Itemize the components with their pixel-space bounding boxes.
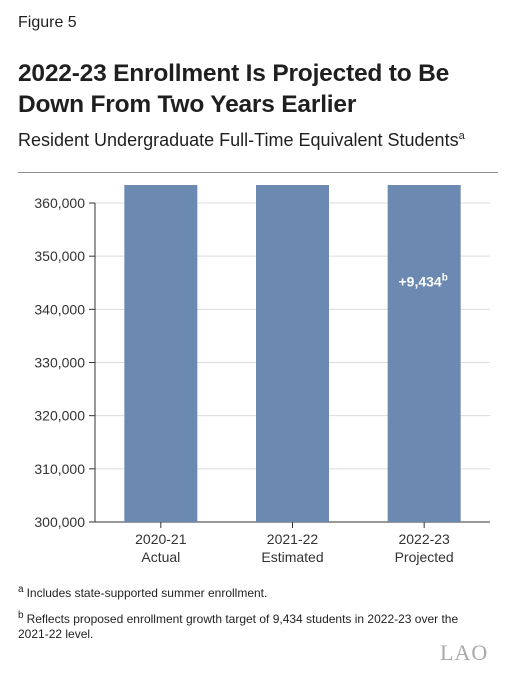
chart-title: 2022-23 Enrollment Is Projected to Be Do… bbox=[18, 60, 450, 118]
y-tick-label: 310,000 bbox=[34, 461, 85, 477]
bar-base bbox=[124, 185, 198, 522]
footnote-a: a Includes state-supported summer enrollm… bbox=[18, 582, 488, 601]
x-tick-label: 2022-23 bbox=[398, 531, 450, 547]
y-tick-label: 330,000 bbox=[34, 355, 85, 371]
y-tick-label: 300,000 bbox=[34, 514, 85, 530]
bar-base bbox=[256, 185, 329, 522]
chart-subtitle: Resident Undergraduate Full-Time Equival… bbox=[18, 130, 465, 151]
footnote-b-marker: b bbox=[18, 610, 24, 621]
subtitle-note-marker: a bbox=[458, 130, 465, 142]
y-tick-label: 360,000 bbox=[34, 195, 85, 211]
bar-base bbox=[387, 185, 461, 522]
footnote-b: b Reflects proposed enrollment growth tar… bbox=[18, 608, 488, 642]
x-tick-sublabel: Actual bbox=[141, 549, 180, 565]
subtitle-text: Resident Undergraduate Full-Time Equival… bbox=[18, 130, 459, 150]
growth-data-label: +9,434b bbox=[399, 273, 448, 290]
footnote-b-text: Reflects proposed enrollment growth targ… bbox=[18, 612, 459, 641]
growth-label-note-marker: b bbox=[442, 273, 448, 284]
figure-label: Figure 5 bbox=[18, 14, 77, 31]
footnote-a-marker: a bbox=[18, 584, 24, 595]
x-tick-label: 2021-22 bbox=[267, 531, 319, 547]
bar-chart: 300,000 310,000 320,000 330,000 340,000 350,0… bbox=[34, 185, 490, 565]
lao-logo: LAO bbox=[440, 640, 489, 665]
footnote-a-text: Includes state-supported summer enrollme… bbox=[26, 586, 268, 600]
x-tick-label: 2020-21 bbox=[135, 531, 187, 547]
title-divider bbox=[18, 172, 498, 173]
y-tick-label: 350,000 bbox=[34, 248, 85, 264]
y-tick-label: 320,000 bbox=[34, 408, 85, 424]
x-tick-sublabel: Projected bbox=[395, 549, 454, 565]
y-tick-label: 340,000 bbox=[34, 301, 85, 317]
x-tick-sublabel: Estimated bbox=[261, 549, 323, 565]
